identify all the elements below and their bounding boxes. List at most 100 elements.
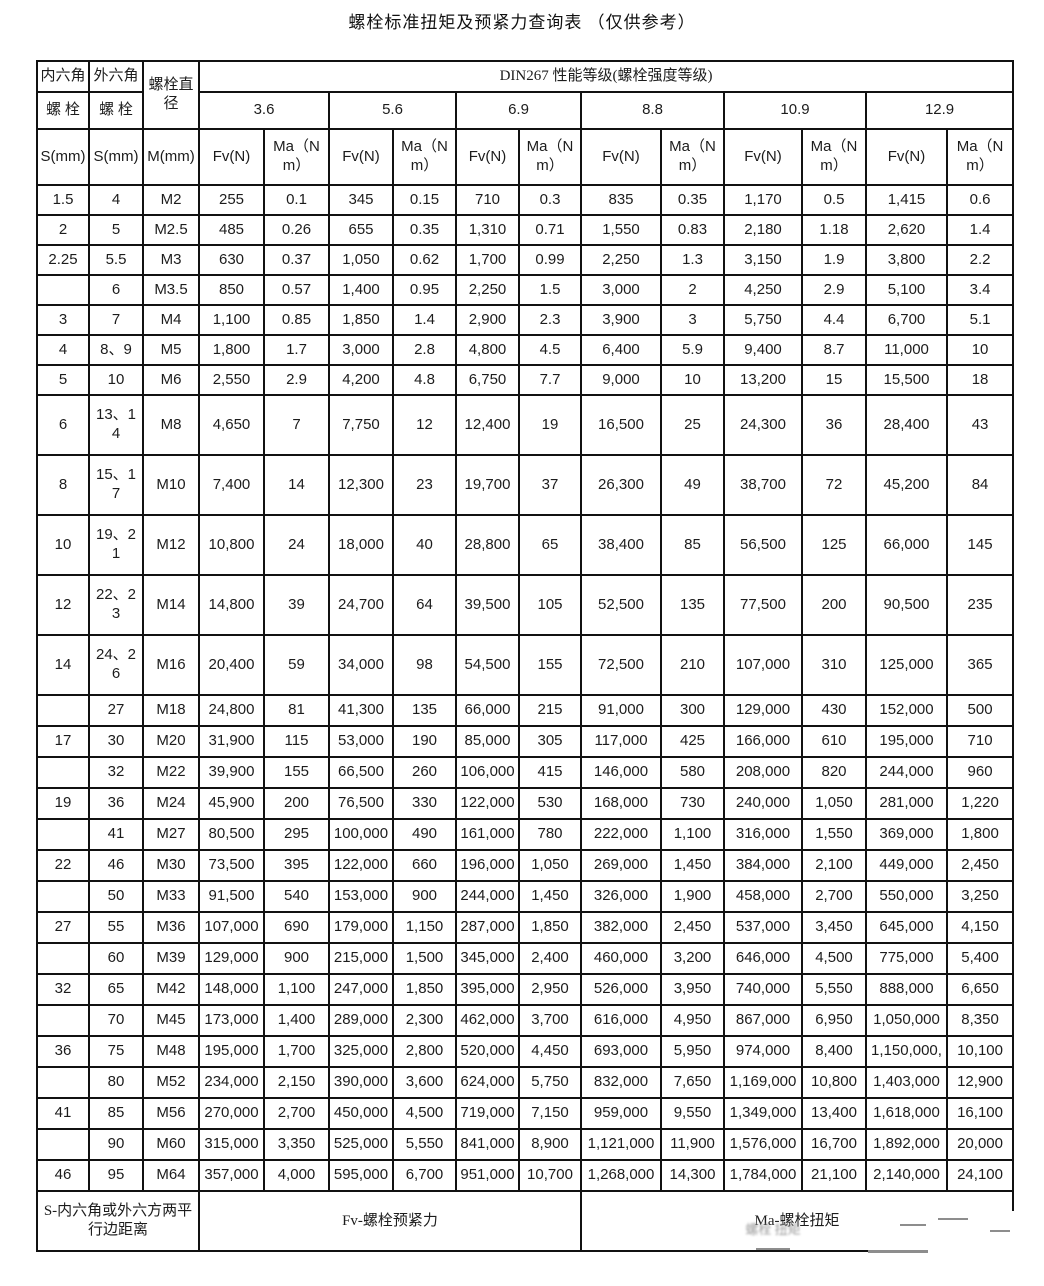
table-cell: 3,000 <box>580 274 662 306</box>
table-cell: 900 <box>263 942 330 975</box>
table-cell: M48 <box>142 1035 200 1068</box>
table-cell: 1,100 <box>263 973 330 1006</box>
table-cell: 1,268,000 <box>580 1159 662 1192</box>
table-row: 1.5 4 M2 255 0.1 345 0.15 710 0.3 835 0.35 1,170 0.5… <box>36 184 1015 216</box>
table-cell: 155 <box>263 756 330 789</box>
table-cell: 222,000 <box>580 818 662 851</box>
table-cell: 2,450 <box>945 849 1015 882</box>
table-cell: 234,000 <box>198 1066 265 1099</box>
scan-artifact-dash <box>900 1224 926 1226</box>
table-cell: 1,169,000 <box>723 1066 803 1099</box>
table-cell: 14 <box>263 454 330 516</box>
table-cell: 9,550 <box>660 1097 725 1130</box>
table-cell: 2,100 <box>801 849 867 882</box>
table-row: 6 M3.5 850 0.57 1,400 0.95 2,250 1.5 3,000 2 4,250… <box>36 274 1015 306</box>
table-cell: 5.9 <box>660 334 725 366</box>
table-cell: 38,400 <box>580 514 662 576</box>
table-row: 12 22、23 M14 14,800 39 24,700 64 39,500 105 52,50… <box>36 574 1015 636</box>
table-cell: 281,000 <box>865 787 948 820</box>
table-cell: 91,000 <box>580 694 662 727</box>
table-cell: 0.26 <box>263 214 330 246</box>
table-row: 41 85 M56 270,000 2,700 450,000 4,500 719,000 7,… <box>36 1097 1015 1130</box>
table-cell: 390,000 <box>328 1066 394 1099</box>
table-cell: 655 <box>328 214 394 246</box>
table-cell: 4 <box>88 184 144 216</box>
grade-10.9: 10.9 <box>723 91 867 130</box>
table-cell: 85,000 <box>455 725 520 758</box>
table-cell: 1,700 <box>455 244 520 276</box>
table-cell: 4,950 <box>660 1004 725 1037</box>
table-cell: 135 <box>392 694 457 727</box>
table-cell: 1,618,000 <box>865 1097 948 1130</box>
table-cell: 12 <box>392 394 457 456</box>
table-cell: 76,500 <box>328 787 394 820</box>
table-cell: 1,550 <box>580 214 662 246</box>
table-cell: 730 <box>660 787 725 820</box>
table-cell: 45,900 <box>198 787 265 820</box>
table-cell: 7,750 <box>328 394 394 456</box>
table-cell: 3,800 <box>865 244 948 276</box>
table-cell: 2,180 <box>723 214 803 246</box>
table-cell: 179,000 <box>328 911 394 944</box>
table-cell: 24,100 <box>945 1159 1015 1192</box>
table-cell: 395 <box>263 849 330 882</box>
header-din267: DIN267 性能等级(螺栓强度等级) <box>197 60 1015 93</box>
table-cell: 330 <box>392 787 457 820</box>
table-cell: M14 <box>142 574 200 636</box>
table-cell: 1,576,000 <box>723 1128 803 1161</box>
table-cell: 100,000 <box>328 818 394 851</box>
table-cell: 1.18 <box>801 214 867 246</box>
table-cell: 7 <box>88 304 144 336</box>
table-cell: 54,500 <box>455 634 520 696</box>
table-cell: 4.4 <box>801 304 867 336</box>
table-cell: 55 <box>88 911 144 944</box>
table-cell: 53,000 <box>328 725 394 758</box>
table-cell: 9,000 <box>580 364 662 396</box>
table-cell: 36 <box>36 1035 90 1068</box>
table-cell: 269,000 <box>580 849 662 882</box>
table-cell: 526,000 <box>580 973 662 1006</box>
table-cell: 1,050 <box>328 244 394 276</box>
table-cell: 1,349,000 <box>723 1097 803 1130</box>
table-cell: 20,000 <box>945 1128 1015 1161</box>
table-cell: 5,750 <box>518 1066 582 1099</box>
table-cell: 39 <box>263 574 330 636</box>
table-cell: 24 <box>263 514 330 576</box>
table-cell: 75 <box>88 1035 144 1068</box>
table-cell: 4.5 <box>518 334 582 366</box>
table-row: 17 30 M20 31,900 115 53,000 190 85,000 305 117,00… <box>36 725 1015 758</box>
table-cell: 84 <box>945 454 1015 516</box>
unit-s-inner: S(mm) <box>36 128 90 186</box>
table-cell: 10,100 <box>945 1035 1015 1068</box>
table-cell: 91,500 <box>198 880 265 913</box>
table-cell: 1,050 <box>801 787 867 820</box>
table-cell <box>36 942 90 975</box>
table-cell: 41,300 <box>328 694 394 727</box>
table-cell: 450,000 <box>328 1097 394 1130</box>
table-cell: M4 <box>142 304 200 336</box>
table-cell: 11,900 <box>660 1128 725 1161</box>
table-cell: 1,121,000 <box>580 1128 662 1161</box>
table-cell: 5 <box>36 364 90 396</box>
header-inner-hex: 内六角 <box>36 60 90 93</box>
table-cell: 485 <box>198 214 265 246</box>
table-row: 22 46 M30 73,500 395 122,000 660 196,000 1,050 26… <box>36 849 1015 882</box>
table-cell: 449,000 <box>865 849 948 882</box>
table-cell: 90 <box>88 1128 144 1161</box>
table-cell: 1,050 <box>518 849 582 882</box>
fv-label: Fv(N) <box>723 128 803 186</box>
table-cell: 95 <box>88 1159 144 1192</box>
table-cell: 1,400 <box>263 1004 330 1037</box>
table-cell: 369,000 <box>865 818 948 851</box>
table-cell: 260 <box>392 756 457 789</box>
table-cell: 98 <box>392 634 457 696</box>
table-cell: 240,000 <box>723 787 803 820</box>
table-cell <box>36 694 90 727</box>
table-cell: 4 <box>36 334 90 366</box>
table-cell: 26,300 <box>580 454 662 516</box>
header-bolt-diameter: 螺栓直径 <box>142 60 200 130</box>
table-cell: 255 <box>198 184 265 216</box>
table-cell: 775,000 <box>865 942 948 975</box>
table-cell <box>36 1128 90 1161</box>
table-cell: 2.9 <box>801 274 867 306</box>
